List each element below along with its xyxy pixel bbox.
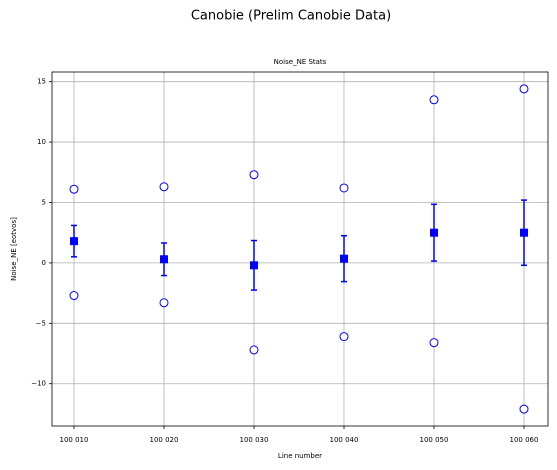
x-axis-label: Line number <box>278 452 322 460</box>
mean-marker <box>70 237 78 246</box>
y-tick-label: 10 <box>37 138 46 146</box>
mean-marker <box>430 228 438 237</box>
extreme-marker <box>69 291 79 301</box>
chart-title: Canobie (Prelim Canobie Data) <box>191 9 391 24</box>
y-tick-label: 5 <box>42 198 46 206</box>
mean-marker <box>160 255 168 264</box>
x-tick-label: 100 050 <box>420 436 449 444</box>
extreme-marker <box>69 184 79 194</box>
y-tick-label: 15 <box>37 78 46 86</box>
extreme-marker <box>429 95 439 105</box>
y-axis-label: Noise_NE [eotvos] <box>10 217 18 281</box>
chart-subtitle: Noise_NE Stats <box>274 58 327 66</box>
extreme-marker <box>519 404 529 414</box>
x-tick-label: 100 030 <box>240 436 269 444</box>
extreme-marker <box>159 298 169 308</box>
extreme-marker <box>339 332 349 342</box>
x-tick-label: 100 020 <box>150 436 179 444</box>
y-tick-label: 0 <box>42 259 46 267</box>
extreme-marker <box>519 84 529 94</box>
x-tick-label: 100 010 <box>60 436 89 444</box>
x-tick-label: 100 060 <box>510 436 539 444</box>
extreme-marker <box>159 182 169 192</box>
extreme-marker <box>249 345 259 355</box>
y-tick-label: −5 <box>36 319 46 327</box>
extreme-marker <box>249 170 259 180</box>
y-tick-label: −10 <box>31 380 46 388</box>
mean-marker <box>520 228 528 237</box>
x-tick-label: 100 040 <box>330 436 359 444</box>
extreme-marker <box>429 338 439 348</box>
extreme-marker <box>339 183 349 193</box>
mean-marker <box>250 261 258 270</box>
mean-marker <box>340 254 348 263</box>
plot-frame <box>51 71 549 427</box>
